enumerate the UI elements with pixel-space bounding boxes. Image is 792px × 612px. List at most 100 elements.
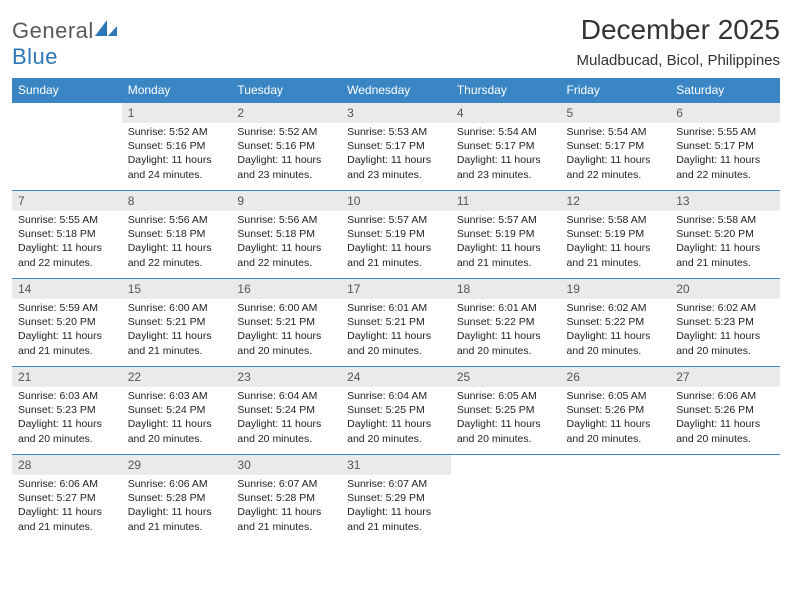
sunrise-line: Sunrise: 6:03 AM bbox=[128, 389, 226, 403]
daylight-value: 11 hours and 20 minutes. bbox=[237, 330, 321, 356]
sunset-value: 5:26 PM bbox=[715, 404, 754, 416]
daylight-value: 11 hours and 20 minutes. bbox=[676, 418, 760, 444]
calendar-row: 14Sunrise: 5:59 AMSunset: 5:20 PMDayligh… bbox=[12, 279, 780, 367]
sunset-value: 5:17 PM bbox=[495, 140, 534, 152]
sunrise-value: 6:02 AM bbox=[718, 302, 757, 314]
sunrise-value: 6:07 AM bbox=[389, 478, 428, 490]
day-body: Sunrise: 5:56 AMSunset: 5:18 PMDaylight:… bbox=[122, 211, 232, 274]
sunset-value: 5:24 PM bbox=[166, 404, 205, 416]
sunset-value: 5:20 PM bbox=[715, 228, 754, 240]
sunrise-line: Sunrise: 6:05 AM bbox=[457, 389, 555, 403]
daylight-value: 11 hours and 21 minutes. bbox=[128, 330, 212, 356]
sunset-value: 5:20 PM bbox=[57, 316, 96, 328]
sunrise-line: Sunrise: 5:55 AM bbox=[18, 213, 116, 227]
daylight-line: Daylight: 11 hours and 21 minutes. bbox=[18, 505, 116, 533]
daylight-line: Daylight: 11 hours and 21 minutes. bbox=[567, 241, 665, 269]
day-body: Sunrise: 5:53 AMSunset: 5:17 PMDaylight:… bbox=[341, 123, 451, 186]
day-number: 17 bbox=[341, 279, 451, 299]
day-body: Sunrise: 6:07 AMSunset: 5:28 PMDaylight:… bbox=[231, 475, 341, 538]
calendar-cell: 10Sunrise: 5:57 AMSunset: 5:19 PMDayligh… bbox=[341, 191, 451, 279]
day-body: Sunrise: 6:07 AMSunset: 5:29 PMDaylight:… bbox=[341, 475, 451, 538]
sunrise-line: Sunrise: 6:04 AM bbox=[347, 389, 445, 403]
calendar-cell: 16Sunrise: 6:00 AMSunset: 5:21 PMDayligh… bbox=[231, 279, 341, 367]
daylight-line: Daylight: 11 hours and 22 minutes. bbox=[128, 241, 226, 269]
daylight-line: Daylight: 11 hours and 20 minutes. bbox=[128, 417, 226, 445]
daylight-value: 11 hours and 21 minutes. bbox=[18, 330, 102, 356]
sunrise-line: Sunrise: 6:03 AM bbox=[18, 389, 116, 403]
day-body: Sunrise: 5:54 AMSunset: 5:17 PMDaylight:… bbox=[451, 123, 561, 186]
daylight-value: 11 hours and 23 minutes. bbox=[347, 154, 431, 180]
sunset-value: 5:23 PM bbox=[715, 316, 754, 328]
sunrise-value: 6:03 AM bbox=[169, 390, 208, 402]
sunset-value: 5:28 PM bbox=[276, 492, 315, 504]
sunset-line: Sunset: 5:18 PM bbox=[128, 227, 226, 241]
day-body: Sunrise: 5:58 AMSunset: 5:20 PMDaylight:… bbox=[670, 211, 780, 274]
daylight-line: Daylight: 11 hours and 20 minutes. bbox=[457, 329, 555, 357]
calendar-cell: 25Sunrise: 6:05 AMSunset: 5:25 PMDayligh… bbox=[451, 367, 561, 455]
sunrise-value: 6:06 AM bbox=[59, 478, 98, 490]
daylight-line: Daylight: 11 hours and 21 minutes. bbox=[18, 329, 116, 357]
sunrise-line: Sunrise: 6:07 AM bbox=[237, 477, 335, 491]
sunset-value: 5:17 PM bbox=[715, 140, 754, 152]
day-body: Sunrise: 5:57 AMSunset: 5:19 PMDaylight:… bbox=[451, 211, 561, 274]
day-number: 8 bbox=[122, 191, 232, 211]
sunrise-value: 5:57 AM bbox=[389, 214, 428, 226]
day-body: Sunrise: 5:52 AMSunset: 5:16 PMDaylight:… bbox=[122, 123, 232, 186]
calendar-cell: 30Sunrise: 6:07 AMSunset: 5:28 PMDayligh… bbox=[231, 455, 341, 543]
day-body: Sunrise: 6:06 AMSunset: 5:26 PMDaylight:… bbox=[670, 387, 780, 450]
sunrise-value: 5:55 AM bbox=[718, 126, 757, 138]
day-number: 1 bbox=[122, 103, 232, 123]
sunset-line: Sunset: 5:19 PM bbox=[347, 227, 445, 241]
day-body: Sunrise: 5:55 AMSunset: 5:18 PMDaylight:… bbox=[12, 211, 122, 274]
day-body: Sunrise: 6:03 AMSunset: 5:24 PMDaylight:… bbox=[122, 387, 232, 450]
calendar-row: .1Sunrise: 5:52 AMSunset: 5:16 PMDayligh… bbox=[12, 103, 780, 191]
day-number: 31 bbox=[341, 455, 451, 475]
day-header: Wednesday bbox=[341, 78, 451, 103]
sunrise-value: 6:00 AM bbox=[279, 302, 318, 314]
sunset-value: 5:25 PM bbox=[495, 404, 534, 416]
day-number: 9 bbox=[231, 191, 341, 211]
day-number: 15 bbox=[122, 279, 232, 299]
sunrise-value: 5:57 AM bbox=[498, 214, 537, 226]
calendar-cell: 18Sunrise: 6:01 AMSunset: 5:22 PMDayligh… bbox=[451, 279, 561, 367]
daylight-value: 11 hours and 21 minutes. bbox=[18, 506, 102, 532]
sunrise-line: Sunrise: 5:52 AM bbox=[237, 125, 335, 139]
calendar-cell: 12Sunrise: 5:58 AMSunset: 5:19 PMDayligh… bbox=[561, 191, 671, 279]
daylight-line: Daylight: 11 hours and 21 minutes. bbox=[347, 241, 445, 269]
sunrise-value: 6:01 AM bbox=[389, 302, 428, 314]
sunset-value: 5:21 PM bbox=[276, 316, 315, 328]
sunrise-value: 5:58 AM bbox=[608, 214, 647, 226]
sunrise-value: 6:04 AM bbox=[389, 390, 428, 402]
sunset-line: Sunset: 5:18 PM bbox=[18, 227, 116, 241]
day-header: Sunday bbox=[12, 78, 122, 103]
calendar-cell: 28Sunrise: 6:06 AMSunset: 5:27 PMDayligh… bbox=[12, 455, 122, 543]
day-body: Sunrise: 5:59 AMSunset: 5:20 PMDaylight:… bbox=[12, 299, 122, 362]
day-header: Thursday bbox=[451, 78, 561, 103]
sunrise-line: Sunrise: 5:55 AM bbox=[676, 125, 774, 139]
daylight-line: Daylight: 11 hours and 24 minutes. bbox=[128, 153, 226, 181]
sunrise-line: Sunrise: 6:01 AM bbox=[457, 301, 555, 315]
calendar-row: 7Sunrise: 5:55 AMSunset: 5:18 PMDaylight… bbox=[12, 191, 780, 279]
sunrise-line: Sunrise: 6:00 AM bbox=[237, 301, 335, 315]
daylight-line: Daylight: 11 hours and 21 minutes. bbox=[237, 505, 335, 533]
calendar-cell: 31Sunrise: 6:07 AMSunset: 5:29 PMDayligh… bbox=[341, 455, 451, 543]
daylight-value: 11 hours and 21 minutes. bbox=[128, 506, 212, 532]
sunset-value: 5:29 PM bbox=[386, 492, 425, 504]
sunset-value: 5:17 PM bbox=[386, 140, 425, 152]
sunrise-line: Sunrise: 6:06 AM bbox=[128, 477, 226, 491]
sunrise-line: Sunrise: 5:58 AM bbox=[567, 213, 665, 227]
sunrise-line: Sunrise: 5:58 AM bbox=[676, 213, 774, 227]
daylight-line: Daylight: 11 hours and 20 minutes. bbox=[676, 329, 774, 357]
header: General Blue December 2025 Muladbucad, B… bbox=[12, 14, 780, 70]
day-number: 26 bbox=[561, 367, 671, 387]
sunset-value: 5:28 PM bbox=[166, 492, 205, 504]
sunset-line: Sunset: 5:17 PM bbox=[676, 139, 774, 153]
calendar-cell: 5Sunrise: 5:54 AMSunset: 5:17 PMDaylight… bbox=[561, 103, 671, 191]
daylight-value: 11 hours and 20 minutes. bbox=[18, 418, 102, 444]
daylight-line: Daylight: 11 hours and 20 minutes. bbox=[237, 329, 335, 357]
sunrise-line: Sunrise: 6:04 AM bbox=[237, 389, 335, 403]
daylight-line: Daylight: 11 hours and 21 minutes. bbox=[128, 505, 226, 533]
calendar-cell: 23Sunrise: 6:04 AMSunset: 5:24 PMDayligh… bbox=[231, 367, 341, 455]
sunrise-value: 5:53 AM bbox=[389, 126, 428, 138]
sunset-line: Sunset: 5:28 PM bbox=[128, 491, 226, 505]
